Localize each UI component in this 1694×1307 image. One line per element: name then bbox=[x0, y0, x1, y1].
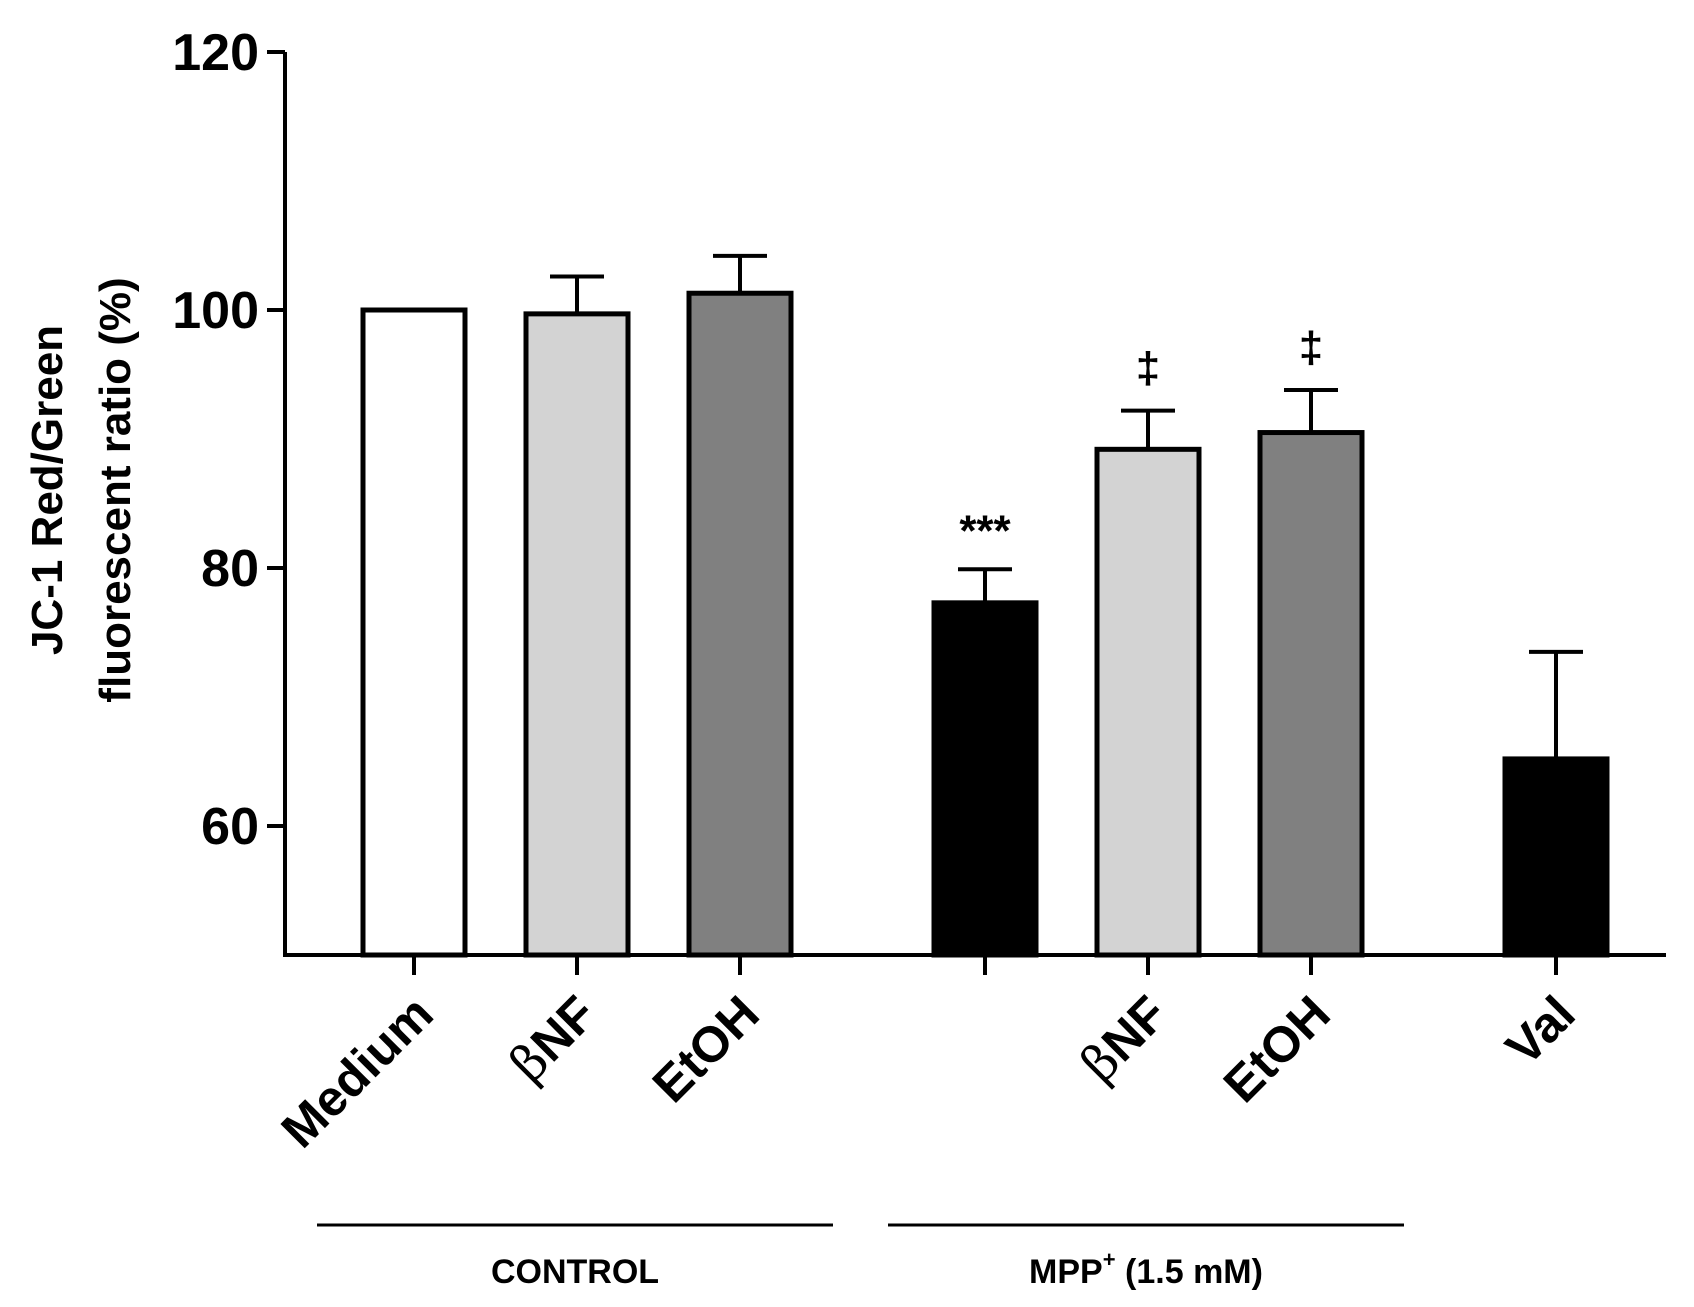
significance-annotation: *** bbox=[959, 506, 1011, 555]
group-labels: CONTROL MPP+ (1.5 mM) bbox=[317, 1223, 1404, 1291]
y-ticks: 60 80 100 120 bbox=[172, 24, 285, 856]
bar bbox=[523, 311, 631, 958]
bar bbox=[1094, 446, 1202, 958]
y-tick-label: 120 bbox=[172, 24, 259, 82]
x-tick-labels: Medium βNF EtOH βNF EtOH Val bbox=[271, 955, 1586, 1158]
x-tick-label: Medium bbox=[271, 985, 444, 1158]
y-tick-label: 100 bbox=[172, 282, 259, 340]
significance-annotation: ‡ bbox=[1299, 323, 1323, 372]
x-tick-label: βNF bbox=[1070, 984, 1179, 1093]
x-tick-label: EtOH bbox=[1213, 985, 1341, 1113]
group-label: CONTROL bbox=[491, 1253, 659, 1291]
y-axis-label-line-2: fluorescent ratio (%) bbox=[91, 277, 140, 702]
x-tick-label: Val bbox=[1495, 985, 1586, 1076]
group-label: MPP+ (1.5 mM) bbox=[1029, 1247, 1263, 1291]
bar bbox=[1257, 430, 1365, 958]
y-tick-label: 80 bbox=[201, 540, 259, 598]
significance-annotations: *** ‡ ‡ bbox=[959, 323, 1323, 555]
bar bbox=[931, 600, 1039, 958]
significance-annotation: ‡ bbox=[1136, 344, 1160, 393]
y-axis-label-line-1: JC-1 Red/Green bbox=[23, 325, 72, 655]
bars bbox=[360, 290, 1610, 958]
error-bars bbox=[550, 253, 1583, 759]
bar bbox=[686, 290, 794, 958]
y-tick-label: 60 bbox=[201, 798, 259, 856]
x-tick-label: βNF bbox=[499, 984, 608, 1093]
bar bbox=[360, 307, 468, 958]
bar bbox=[1502, 756, 1610, 958]
y-axis-label: JC-1 Red/Green fluorescent ratio (%) bbox=[23, 277, 140, 702]
x-tick-label: EtOH bbox=[642, 985, 770, 1113]
